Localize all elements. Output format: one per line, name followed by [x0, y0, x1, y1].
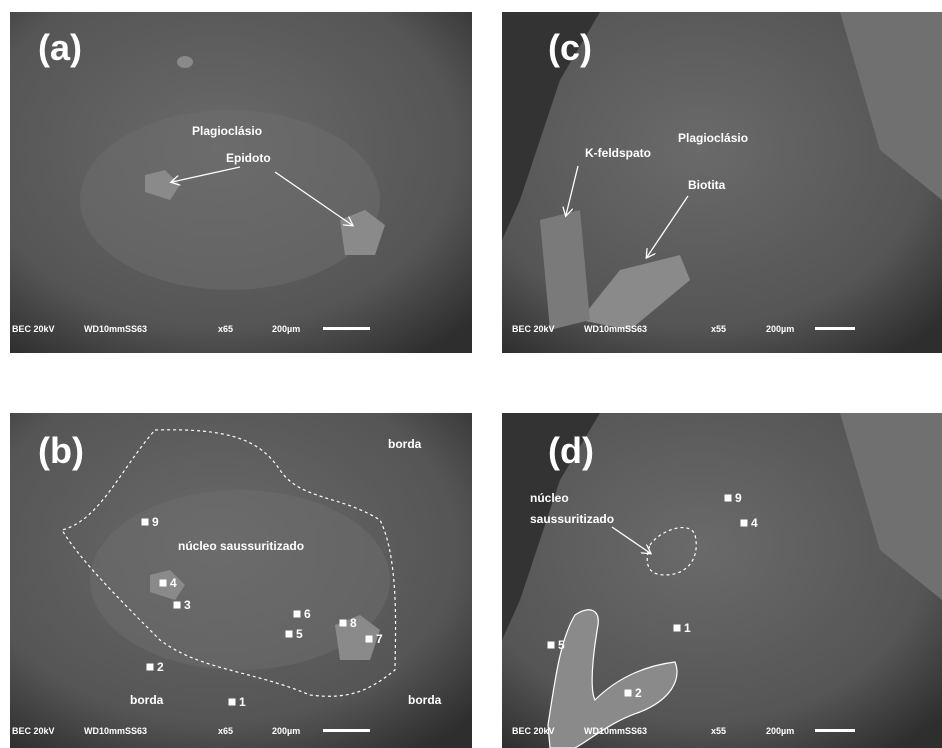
point-label: 9 — [735, 491, 742, 505]
annotation: borda — [388, 437, 422, 451]
info: x55 — [711, 726, 726, 736]
info: WD10mmSS63 — [584, 726, 647, 736]
info: x65 — [218, 324, 233, 334]
info: 200µm — [272, 324, 300, 334]
point-marker — [741, 520, 748, 527]
info: BEC 20kV — [512, 324, 555, 334]
annotation: borda — [408, 693, 442, 707]
point-label: 4 — [170, 576, 177, 590]
point-label: 7 — [376, 632, 383, 646]
annotation: Epidoto — [226, 151, 271, 165]
panel-label: (c) — [548, 27, 592, 68]
info: 200µm — [766, 324, 794, 334]
point-label: 9 — [152, 515, 159, 529]
point-label: 4 — [751, 516, 758, 530]
info: BEC 20kV — [512, 726, 555, 736]
annotation: núcleo — [530, 491, 569, 505]
point-label: 5 — [558, 638, 565, 652]
panel-d: (d) núcleo saussuritizado 94 1 5 2 BEC 20kV… — [502, 413, 942, 748]
point-marker — [625, 690, 632, 697]
point-marker — [725, 495, 732, 502]
panel-c: (c) K-feldspato Plagioclásio Biotita BEC… — [502, 12, 942, 353]
panel-label: (a) — [38, 27, 82, 68]
figure: (a) Plagioclásio Epidoto BEC 20kV WD10mm… — [0, 0, 942, 748]
point-marker — [674, 625, 681, 632]
annotation: borda — [130, 693, 164, 707]
annotation: Plagioclásio — [678, 131, 748, 145]
point-marker — [160, 580, 167, 587]
point-marker — [366, 636, 373, 643]
point-marker — [147, 664, 154, 671]
info: WD10mmSS63 — [84, 324, 147, 334]
point-label: 8 — [350, 616, 357, 630]
annotation: Biotita — [688, 178, 726, 192]
point-marker — [174, 602, 181, 609]
point-marker — [286, 631, 293, 638]
panel-a: (a) Plagioclásio Epidoto BEC 20kV WD10mm… — [10, 12, 472, 353]
annotation: núcleo saussuritizado — [178, 539, 304, 553]
point-label: 3 — [184, 598, 191, 612]
panel-label: (d) — [548, 430, 594, 471]
point-marker — [294, 611, 301, 618]
point-marker — [142, 519, 149, 526]
point-marker — [548, 642, 555, 649]
point-marker — [340, 620, 347, 627]
info: BEC 20kV — [12, 726, 55, 736]
info: WD10mmSS63 — [84, 726, 147, 736]
point-label: 1 — [239, 695, 246, 709]
panel-b: (b) borda núcleo saussuritizado borda bo… — [10, 413, 472, 748]
annotation: saussuritizado — [530, 512, 614, 526]
info: 200µm — [766, 726, 794, 736]
point-label: 2 — [157, 660, 164, 674]
info: WD10mmSS63 — [584, 324, 647, 334]
panel-label: (b) — [38, 430, 84, 471]
info: BEC 20kV — [12, 324, 55, 334]
annotation: K-feldspato — [585, 146, 651, 160]
point-label: 5 — [296, 627, 303, 641]
point-label: 1 — [684, 621, 691, 635]
point-marker — [229, 699, 236, 706]
annotation: Plagioclásio — [192, 124, 262, 138]
point-label: 2 — [635, 686, 642, 700]
info: x65 — [218, 726, 233, 736]
info: 200µm — [272, 726, 300, 736]
point-label: 6 — [304, 607, 311, 621]
info: x55 — [711, 324, 726, 334]
